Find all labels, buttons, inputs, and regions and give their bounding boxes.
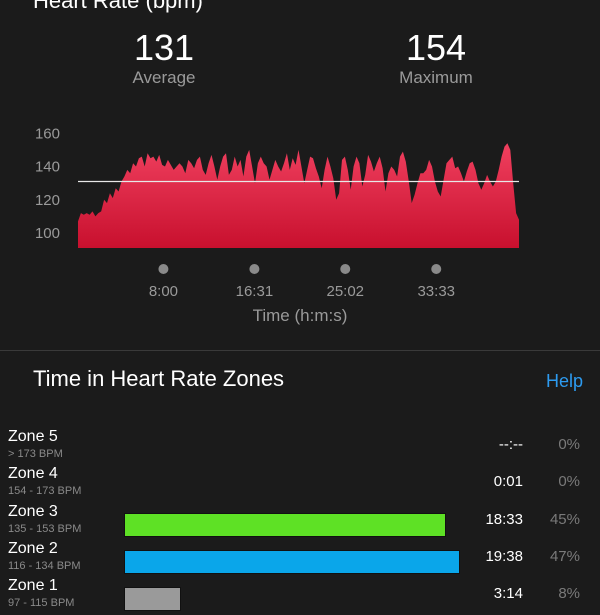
average-value: 131 xyxy=(133,27,195,68)
zone-row: Zone 4 154 - 173 BPM 0:01 0% xyxy=(0,465,600,503)
zone-row: Zone 5 > 173 BPM --:-- 0% xyxy=(0,428,600,466)
zone-range: 97 - 115 BPM xyxy=(8,597,75,609)
average-label: Average xyxy=(132,68,196,87)
zone-time: 19:38 xyxy=(485,548,523,565)
zone-row: Zone 1 97 - 115 BPM 3:14 8% xyxy=(0,577,600,615)
zone-percent: 8% xyxy=(558,585,580,602)
heart-rate-title: Heart Rate (bpm) xyxy=(33,0,203,13)
zone-time: 0:01 xyxy=(493,473,523,490)
zone-percent: 47% xyxy=(549,548,580,565)
zone-range: 135 - 153 BPM xyxy=(8,523,82,535)
zone-name: Zone 3 xyxy=(8,503,58,520)
zone-time: 3:14 xyxy=(493,585,523,602)
zone-percent: 0% xyxy=(558,436,580,453)
zone-bar xyxy=(124,550,460,574)
x-axis-label: Time (h:m:s) xyxy=(252,306,348,325)
heart-rate-chart: 100 120 140 160 8:00 16:31 25:02 33:33 xyxy=(35,125,519,300)
zone-row: Zone 3 135 - 153 BPM 18:33 45% xyxy=(0,503,600,541)
zone-name: Zone 2 xyxy=(8,540,58,557)
zone-time: 18:33 xyxy=(485,511,523,528)
maximum-label: Maximum xyxy=(399,68,473,87)
y-tick-label: 160 xyxy=(35,125,60,142)
y-tick-label: 120 xyxy=(35,192,60,209)
x-tick-dot xyxy=(340,264,351,274)
help-link[interactable]: Help xyxy=(545,371,583,391)
y-tick-label: 100 xyxy=(35,225,60,242)
x-tick-label: 33:33 xyxy=(417,283,455,300)
zones-title: Time in Heart Rate Zones xyxy=(33,366,285,391)
zone-bar xyxy=(124,587,181,611)
x-tick-dot xyxy=(431,264,442,274)
zone-time: --:-- xyxy=(498,436,523,453)
zone-name: Zone 4 xyxy=(8,465,58,482)
zone-range: 154 - 173 BPM xyxy=(8,485,82,497)
x-tick-label: 25:02 xyxy=(326,283,364,300)
zone-row: Zone 2 116 - 134 BPM 19:38 47% xyxy=(0,540,600,578)
zone-percent: 45% xyxy=(549,511,580,528)
zone-name: Zone 5 xyxy=(8,428,58,445)
zone-percent: 0% xyxy=(558,473,580,490)
maximum-value: 154 xyxy=(405,27,467,68)
x-tick-label: 16:31 xyxy=(236,283,274,300)
zone-name: Zone 1 xyxy=(8,577,58,594)
average-stat: 131 Average xyxy=(84,28,244,88)
zone-range: > 173 BPM xyxy=(8,448,63,460)
x-tick-dot xyxy=(249,264,260,274)
zone-bar xyxy=(124,513,446,537)
y-tick-label: 140 xyxy=(35,159,60,176)
section-divider xyxy=(0,350,600,351)
x-tick-label: 8:00 xyxy=(149,283,178,300)
zone-range: 116 - 134 BPM xyxy=(8,560,81,572)
maximum-stat: 154 Maximum xyxy=(356,28,516,88)
x-tick-dot xyxy=(158,264,169,274)
heart-rate-area xyxy=(78,143,519,248)
